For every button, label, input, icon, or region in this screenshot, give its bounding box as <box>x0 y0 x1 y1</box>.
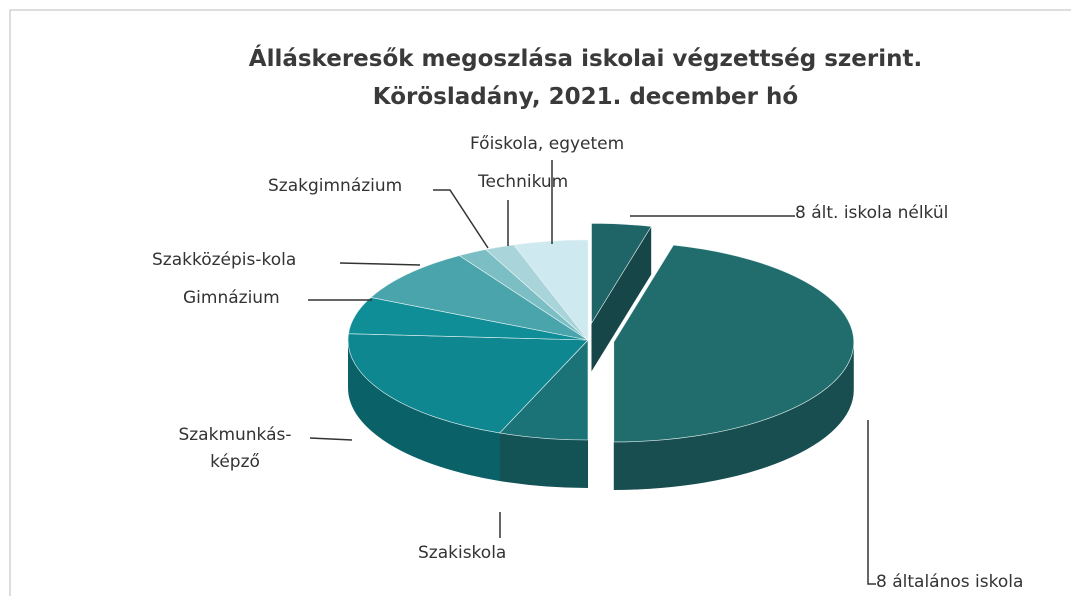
leader-line <box>867 420 876 585</box>
slice-label: Technikum <box>478 172 569 192</box>
leader-line <box>339 262 421 266</box>
leader-line <box>309 437 353 441</box>
slice-label: Szakközépis-kola <box>152 250 297 270</box>
frame <box>9 9 1071 596</box>
slice <box>613 244 855 443</box>
slice-label: 8 általános iskola <box>876 572 1024 592</box>
slice <box>513 239 589 341</box>
slice-label: 8 ált. iskola nélkül <box>795 203 949 223</box>
slice-label: Főiskola, egyetem <box>470 134 625 154</box>
slice-side <box>499 432 588 488</box>
slice <box>370 255 589 341</box>
slice-side <box>613 341 854 490</box>
slice-label: Gimnázium <box>183 288 280 308</box>
slice-side <box>348 340 500 481</box>
slice-label: Szakmunkás- képző <box>178 425 292 472</box>
leader-line <box>433 189 489 249</box>
slice <box>591 223 652 325</box>
slice-label: Szakiskola <box>418 543 507 563</box>
chart-subtitle: Körösladány, 2021. december hó <box>372 84 799 110</box>
slice-wall <box>591 226 652 372</box>
slice-label: Szakgimnázium <box>268 176 403 196</box>
chart-title: Álláskeresők megoszlása iskolai végzetts… <box>248 46 923 72</box>
slice <box>347 333 589 434</box>
